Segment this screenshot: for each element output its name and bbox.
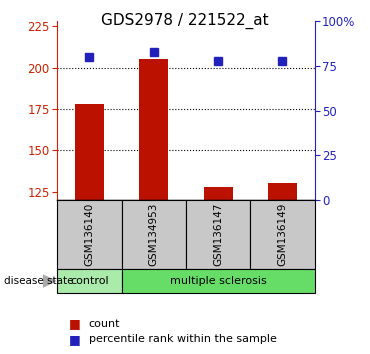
Bar (250, 200, 314, 269)
Text: GDS2978 / 221522_at: GDS2978 / 221522_at (101, 12, 269, 29)
Text: ■: ■ (68, 318, 80, 330)
Text: ■: ■ (68, 333, 80, 346)
Bar (122, 200, 186, 269)
Text: disease state: disease state (4, 276, 73, 286)
Text: GSM136149: GSM136149 (278, 203, 287, 266)
Bar (139, 59, 168, 200)
Text: GSM136147: GSM136147 (213, 203, 223, 266)
Bar (268, 183, 297, 200)
Text: control: control (70, 276, 109, 286)
Text: percentile rank within the sample: percentile rank within the sample (89, 334, 277, 344)
Text: multiple sclerosis: multiple sclerosis (170, 276, 266, 286)
Bar (57, 269, 122, 293)
Bar (75, 104, 104, 200)
Bar (122, 269, 314, 293)
Bar (204, 187, 232, 200)
Text: GSM134953: GSM134953 (149, 203, 159, 266)
Text: GSM136140: GSM136140 (84, 203, 94, 266)
Text: count: count (89, 319, 120, 329)
Bar (186, 200, 250, 269)
Bar (57, 200, 122, 269)
Polygon shape (43, 275, 56, 287)
